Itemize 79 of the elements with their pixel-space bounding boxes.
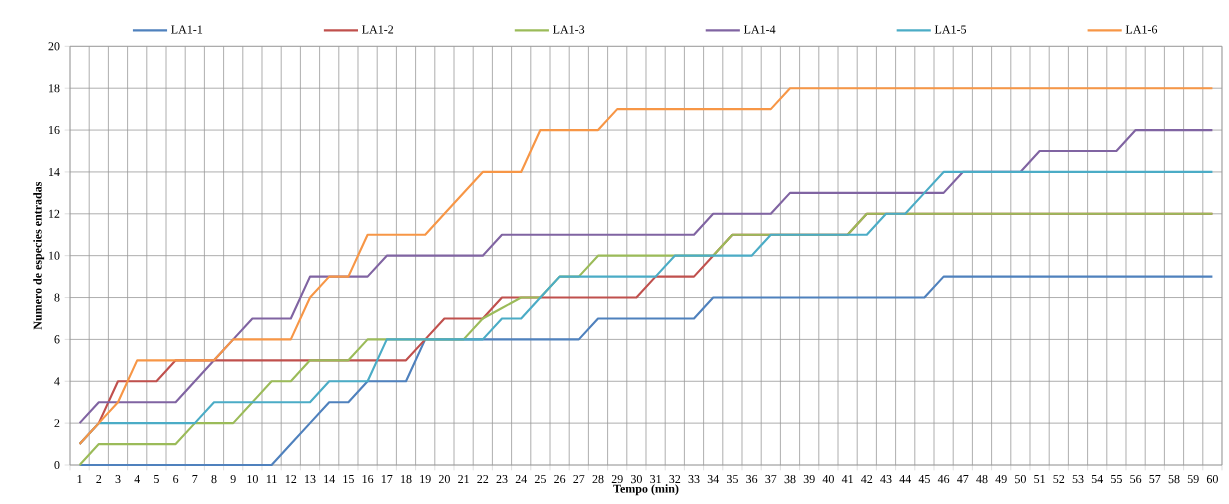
x-tick-label: 2: [96, 475, 102, 483]
y-tick-label: 14: [49, 167, 60, 176]
x-tick-label: 53: [1072, 475, 1084, 484]
x-tick-label: 13: [305, 475, 316, 484]
x-tick-label: 36: [746, 475, 758, 484]
x-tick-label: 25: [534, 475, 546, 484]
x-tick-label: 60: [1206, 475, 1218, 484]
legend-label: LA1-2: [362, 25, 394, 34]
x-tick-label: 50: [1015, 475, 1026, 484]
y-tick-label: 8: [54, 293, 60, 302]
x-tick-label: 9: [230, 475, 236, 484]
x-tick-label: 31: [650, 475, 661, 484]
x-tick-label: 24: [515, 475, 528, 483]
x-tick-label: 32: [669, 475, 681, 484]
y-tick-label: 20: [48, 42, 60, 51]
y-tick-label: 12: [49, 209, 60, 218]
x-tick-label: 19: [420, 475, 431, 484]
x-tick-label: 55: [1111, 475, 1122, 484]
x-tick-label: 3: [115, 475, 121, 484]
x-tick-label: 54: [1091, 475, 1104, 484]
x-tick-label: 49: [995, 475, 1007, 484]
x-tick-label: 18: [401, 475, 412, 484]
x-tick-label: 51: [1034, 475, 1045, 484]
x-tick-label: 57: [1149, 475, 1161, 484]
legend-label: LA1-4: [743, 25, 776, 34]
x-tick-label: 48: [976, 475, 988, 484]
x-tick-label: 30: [630, 475, 642, 484]
y-tick-label: 6: [54, 335, 60, 344]
x-tick-label: 5: [154, 475, 159, 484]
x-tick-label: 33: [688, 475, 700, 484]
y-tick-label: 18: [49, 84, 60, 93]
x-tick-label: 47: [957, 475, 969, 483]
x-tick-label: 6: [173, 475, 179, 484]
x-tick-label: 12: [285, 475, 297, 483]
y-tick-label: 0: [54, 460, 60, 470]
legend-label: LA1-5: [934, 25, 967, 34]
x-tick-label: 52: [1053, 475, 1065, 484]
x-tick-label: 40: [822, 475, 834, 484]
x-tick-label: 35: [726, 475, 738, 484]
x-tick-label: 8: [211, 475, 217, 484]
x-tick-label: 23: [496, 475, 508, 484]
x-tick-label: 20: [438, 475, 450, 484]
x-tick-label: 11: [266, 475, 277, 483]
x-tick-label: 42: [861, 475, 873, 483]
x-tick-label: 56: [1130, 475, 1142, 484]
x-tick-label: 22: [477, 475, 489, 483]
y-tick-label: 2: [54, 419, 60, 428]
x-tick-label: 44: [899, 475, 912, 483]
x-tick-label: 27: [573, 475, 585, 483]
x-tick-label: 41: [841, 475, 853, 483]
x-tick-label: 16: [362, 475, 374, 484]
x-tick-label: 45: [918, 475, 930, 484]
y-tick-label: 16: [49, 126, 60, 135]
x-tick-label: 4: [134, 475, 141, 483]
x-tick-label: 43: [880, 475, 892, 484]
x-tick-label: 59: [1187, 475, 1199, 484]
x-tick-label: 58: [1168, 475, 1180, 484]
legend-label: LA1-1: [171, 25, 203, 34]
legend-label: LA1-3: [553, 25, 585, 34]
y-tick-label: 4: [54, 377, 60, 386]
x-tick-label: 28: [592, 475, 604, 484]
x-tick-label: 7: [192, 475, 198, 483]
x-tick-label: 1: [77, 475, 82, 483]
x-tick-label: 10: [247, 475, 258, 484]
x-tick-label: 46: [937, 475, 950, 484]
x-tick-label: 38: [784, 475, 796, 484]
x-tick-label: 26: [554, 475, 566, 484]
y-axis-title: Numero de especies entradas: [33, 181, 45, 330]
x-tick-label: 21: [458, 475, 469, 483]
x-tick-label: 29: [611, 475, 623, 484]
x-tick-label: 14: [324, 475, 336, 483]
x-tick-label: 39: [803, 475, 815, 484]
x-tick-label: 15: [343, 475, 354, 484]
y-tick-label: 10: [49, 251, 60, 260]
x-tick-label: 17: [381, 475, 393, 483]
x-tick-label: 34: [707, 475, 720, 484]
x-tick-label: 37: [765, 475, 777, 484]
legend-label: LA1-6: [1125, 25, 1158, 34]
x-axis-title: Tempo (min): [613, 484, 679, 496]
